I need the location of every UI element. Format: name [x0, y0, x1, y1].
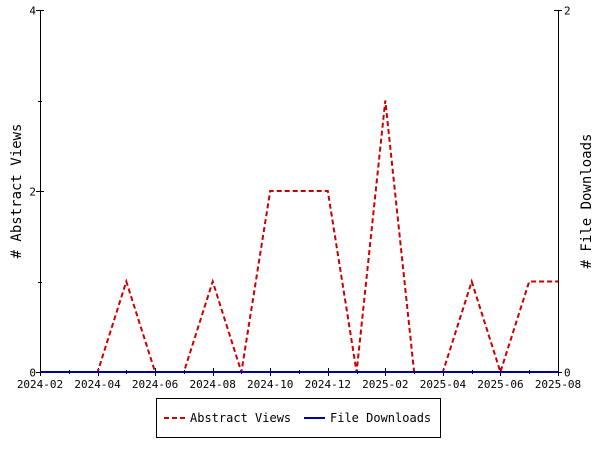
- x-tick-label: 2025-04: [420, 378, 467, 391]
- x-tick-label: 2024-10: [247, 378, 293, 391]
- left-axis-label: # Abstract Views: [9, 124, 25, 259]
- legend-label-abstract-views: Abstract Views: [190, 411, 291, 425]
- x-tick-label: 2024-06: [132, 378, 178, 391]
- legend-label-file-downloads: File Downloads: [330, 411, 431, 425]
- x-tick-label: 2024-08: [189, 378, 235, 391]
- axes: [40, 10, 559, 373]
- series-line-abstract-views: [40, 100, 558, 376]
- x-tick-label: 2024-12: [305, 378, 351, 391]
- series-layer: [40, 100, 558, 376]
- right-tick-label: 2: [564, 5, 571, 18]
- x-tick-label: 2024-02: [17, 378, 63, 391]
- ticks: 2024-02 2024-04 2024-06 2024-08 2024-10 2024-…: [17, 5, 581, 392]
- left-tick-label: 0: [29, 367, 36, 380]
- legend-box: [156, 398, 441, 438]
- x-tick-label: 2025-02: [362, 378, 408, 391]
- x-tick-label: 2024-04: [74, 378, 121, 391]
- left-tick-label: 2: [29, 186, 36, 199]
- x-tick-label: 2025-06: [477, 378, 523, 391]
- x-tick-label: 2025-08: [535, 378, 581, 391]
- legend: Abstract Views File Downloads: [156, 398, 441, 438]
- right-tick-label: 0: [564, 367, 571, 380]
- left-tick-label: 4: [29, 5, 36, 18]
- right-axis-label: # File Downloads: [579, 134, 595, 269]
